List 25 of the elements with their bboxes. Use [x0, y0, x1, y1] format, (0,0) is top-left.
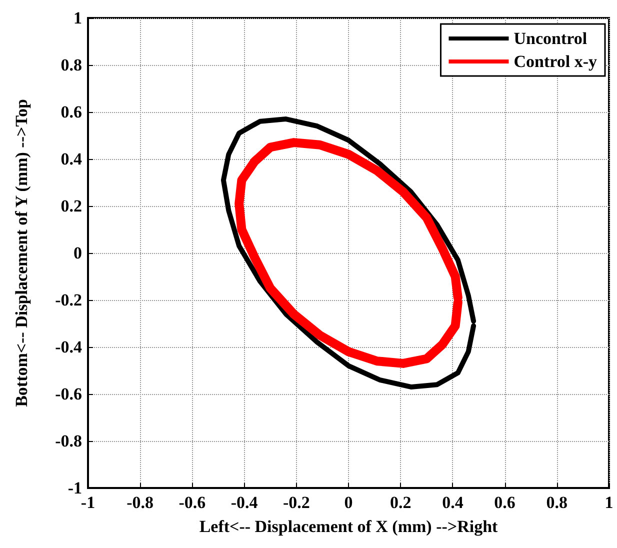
y-tick-label: -1 — [68, 478, 82, 498]
y-tick-label: 0.4 — [60, 150, 82, 168]
x-tick-label: 0 — [344, 493, 353, 512]
x-tick-label: 0.2 — [390, 493, 412, 512]
x-tick-label: -0.4 — [230, 493, 258, 512]
y-tick-label: -0.2 — [55, 290, 82, 310]
x-tick-label: -0.6 — [178, 493, 206, 512]
x-axis-title: Left<-- Displacement of X (mm) -->Right — [199, 517, 498, 536]
x-tick-label: 0.8 — [546, 493, 568, 512]
x-tick-label: -0.2 — [282, 493, 310, 512]
y-tick-label: 0.8 — [60, 56, 82, 74]
y-tick-label: -0.6 — [55, 384, 82, 404]
y-tick-label: -0.8 — [55, 432, 82, 450]
y-tick-label: 1 — [74, 8, 82, 28]
y-tick-label: 0 — [74, 244, 82, 262]
x-tick-label: -0.8 — [126, 493, 154, 512]
legend-label: Control x-y — [514, 52, 598, 71]
y-tick-label: 0.6 — [60, 102, 82, 122]
y-tick-label: -0.4 — [55, 338, 82, 356]
x-tick-label: 0.6 — [494, 493, 516, 512]
y-axis-title: Bottom<-- Displacement of Y (mm) -->Top — [12, 99, 31, 407]
y-tick-label: 0.2 — [60, 196, 82, 216]
x-tick-label: 0.4 — [442, 493, 464, 512]
legend-label: Uncontrol — [514, 29, 588, 48]
x-tick-label: 1 — [604, 493, 614, 512]
